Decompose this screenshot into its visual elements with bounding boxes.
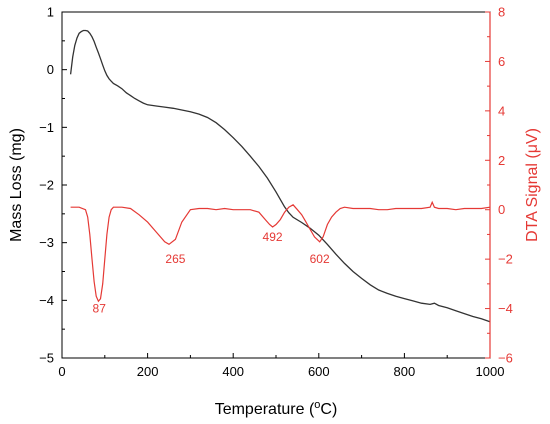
x-tick-label: 800 <box>394 364 416 379</box>
left-y-tick-label: −5 <box>39 351 54 366</box>
peak-label: 492 <box>263 230 283 244</box>
x-tick-label: 1000 <box>476 364 505 379</box>
left-y-axis: 1 0 −1 −2 −3 −4 −5 <box>39 5 67 366</box>
mass-loss-line <box>69 29 491 323</box>
peak-label: 87 <box>93 302 107 316</box>
peak-label: 602 <box>310 252 330 266</box>
plot-frame <box>61 11 491 359</box>
peak-annotations: 87 265 492 602 <box>93 230 330 316</box>
right-y-tick-label: 0 <box>498 202 505 217</box>
x-tick-label: 0 <box>58 364 65 379</box>
left-y-tick-label: −4 <box>39 293 54 308</box>
right-y-tick-label: −4 <box>498 301 513 316</box>
x-tick-label: 200 <box>137 364 159 379</box>
x-tick-label: 600 <box>308 364 330 379</box>
left-y-tick-label: 1 <box>47 5 54 20</box>
right-y-tick-label: −2 <box>498 252 513 267</box>
right-y-axis-label: DTA Signal (μV) <box>524 128 541 242</box>
right-y-tick-label: 8 <box>498 5 505 20</box>
x-axis-label: Temperature (oC) <box>215 399 338 418</box>
right-y-tick-label: 4 <box>498 103 505 118</box>
left-y-tick-label: −2 <box>39 178 54 193</box>
right-y-tick-label: −6 <box>498 351 513 366</box>
left-y-tick-label: 0 <box>47 62 54 77</box>
left-y-tick-label: −1 <box>39 120 54 135</box>
right-y-axis: 8 6 4 2 0 −2 −4 −6 <box>485 5 513 366</box>
right-y-tick-label: 6 <box>498 54 505 69</box>
left-y-axis-label: Mass Loss (mg) <box>8 128 25 242</box>
left-y-tick-label: −3 <box>39 235 54 250</box>
dta-signal-line <box>70 200 491 303</box>
x-axis: 0 200 400 600 800 1000 <box>58 353 504 379</box>
peak-label: 265 <box>165 252 185 266</box>
right-y-tick-label: 2 <box>498 153 505 168</box>
x-tick-label: 400 <box>222 364 244 379</box>
